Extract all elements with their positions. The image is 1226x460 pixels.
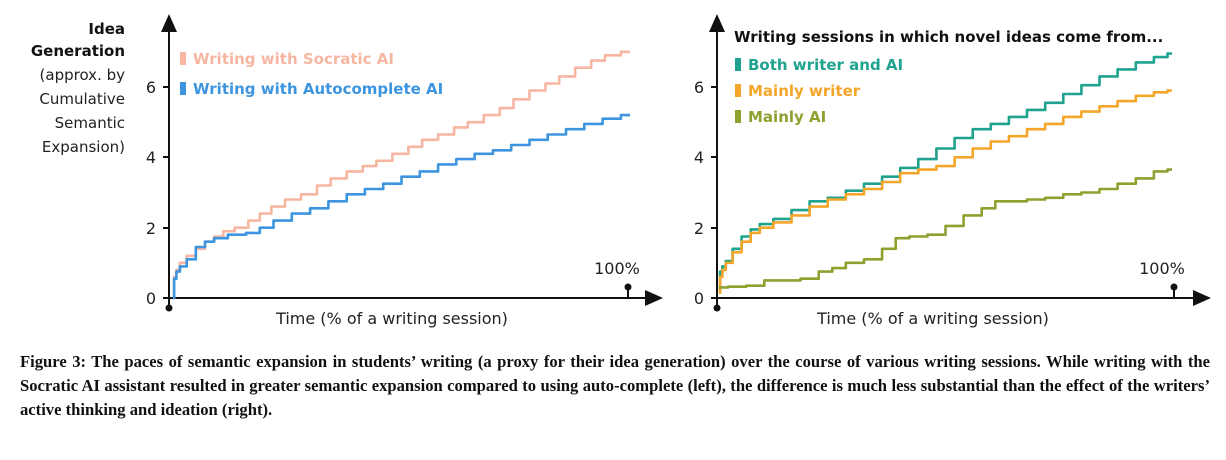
y-tick-label-2: 2 (146, 219, 156, 238)
y-axis-subtitle-line-1: (approx. by (40, 66, 126, 84)
y-tick-label-4: 4 (146, 148, 156, 167)
legend-label-ai: Mainly AI (748, 108, 826, 126)
y-axis-title-line-1: Idea (88, 20, 125, 38)
series-line-both-writer-and-ai (718, 52, 1172, 293)
legend-swatch-socratic (180, 52, 186, 65)
chart-left: Idea Generation (approx. by Cumulative S… (31, 14, 663, 328)
y-ticks-right: 0 2 4 6 (694, 78, 717, 308)
legend-swatch-ai (735, 110, 741, 123)
y-tick-label-2-right: 2 (694, 219, 704, 238)
x-end-label-right: 100% (1139, 259, 1185, 278)
figure-caption: Figure 3: The paces of semantic expansio… (20, 352, 1210, 419)
y-axis-subtitle-line-2: Cumulative (39, 90, 125, 108)
legend-label-autocomplete: Writing with Autocomplete AI (193, 80, 443, 98)
legend-swatch-writer (735, 84, 741, 97)
left-series (172, 50, 630, 300)
legend-left: Writing with Socratic AI Writing with Au… (180, 50, 443, 98)
origin-dot (165, 304, 173, 312)
series-line-writing-with-autocomplete-ai (172, 113, 630, 300)
legend-label-both: Both writer and AI (748, 56, 903, 74)
x-end-dot (624, 283, 632, 291)
series-line-mainly-writer (718, 89, 1172, 294)
x-end-dot-right (1170, 283, 1178, 291)
legend-label-socratic: Writing with Socratic AI (193, 50, 394, 68)
legend-right: Writing sessions in which novel ideas co… (734, 28, 1163, 126)
x-axis-label: Time (% of a writing session) (275, 309, 508, 328)
legend-title: Writing sessions in which novel ideas co… (734, 28, 1163, 46)
y-axis-subtitle-line-3: Semantic (55, 114, 125, 132)
legend-label-writer: Mainly writer (748, 82, 861, 100)
x-axis-label-right: Time (% of a writing session) (816, 309, 1049, 328)
y-tick-label-6-right: 6 (694, 78, 704, 97)
y-tick-label-0-right: 0 (694, 289, 704, 308)
series-line-mainly-ai (719, 168, 1172, 289)
y-axis-subtitle-line-4: Expansion) (42, 138, 125, 156)
y-tick-label-0: 0 (146, 289, 156, 308)
y-axis-title-line-2: Generation (31, 42, 125, 60)
right-series (718, 52, 1172, 294)
x-end-label: 100% (594, 259, 640, 278)
legend-swatch-both (735, 58, 741, 71)
chart-right: 0 2 4 6 100% Time (% of a writing sessio… (694, 14, 1211, 328)
figure: Idea Generation (approx. by Cumulative S… (31, 14, 1211, 328)
y-tick-label-6: 6 (146, 78, 156, 97)
origin-dot-right (713, 304, 721, 312)
y-tick-label-4-right: 4 (694, 148, 704, 167)
legend-swatch-autocomplete (180, 82, 186, 95)
y-ticks: 0 2 4 6 (146, 78, 169, 308)
